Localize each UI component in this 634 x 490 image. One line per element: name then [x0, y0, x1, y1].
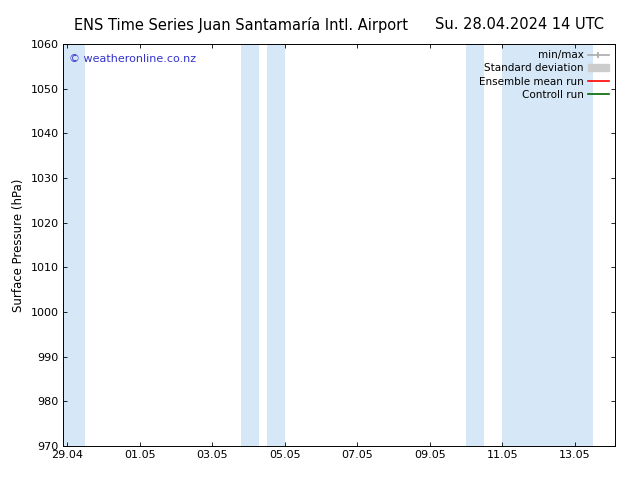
Bar	[503, 44, 593, 446]
Y-axis label: Surface Pressure (hPa): Surface Pressure (hPa)	[12, 178, 25, 312]
Legend: min/max, Standard deviation, Ensemble mean run, Controll run: min/max, Standard deviation, Ensemble me…	[475, 46, 613, 104]
Text: ENS Time Series Juan Santamaría Intl. Airport: ENS Time Series Juan Santamaría Intl. Ai…	[74, 17, 408, 33]
Text: © weatheronline.co.nz: © weatheronline.co.nz	[69, 54, 196, 64]
Bar	[267, 44, 285, 446]
Bar	[63, 44, 85, 446]
Bar	[466, 44, 484, 446]
Text: Su. 28.04.2024 14 UTC: Su. 28.04.2024 14 UTC	[436, 17, 604, 32]
Bar	[241, 44, 259, 446]
